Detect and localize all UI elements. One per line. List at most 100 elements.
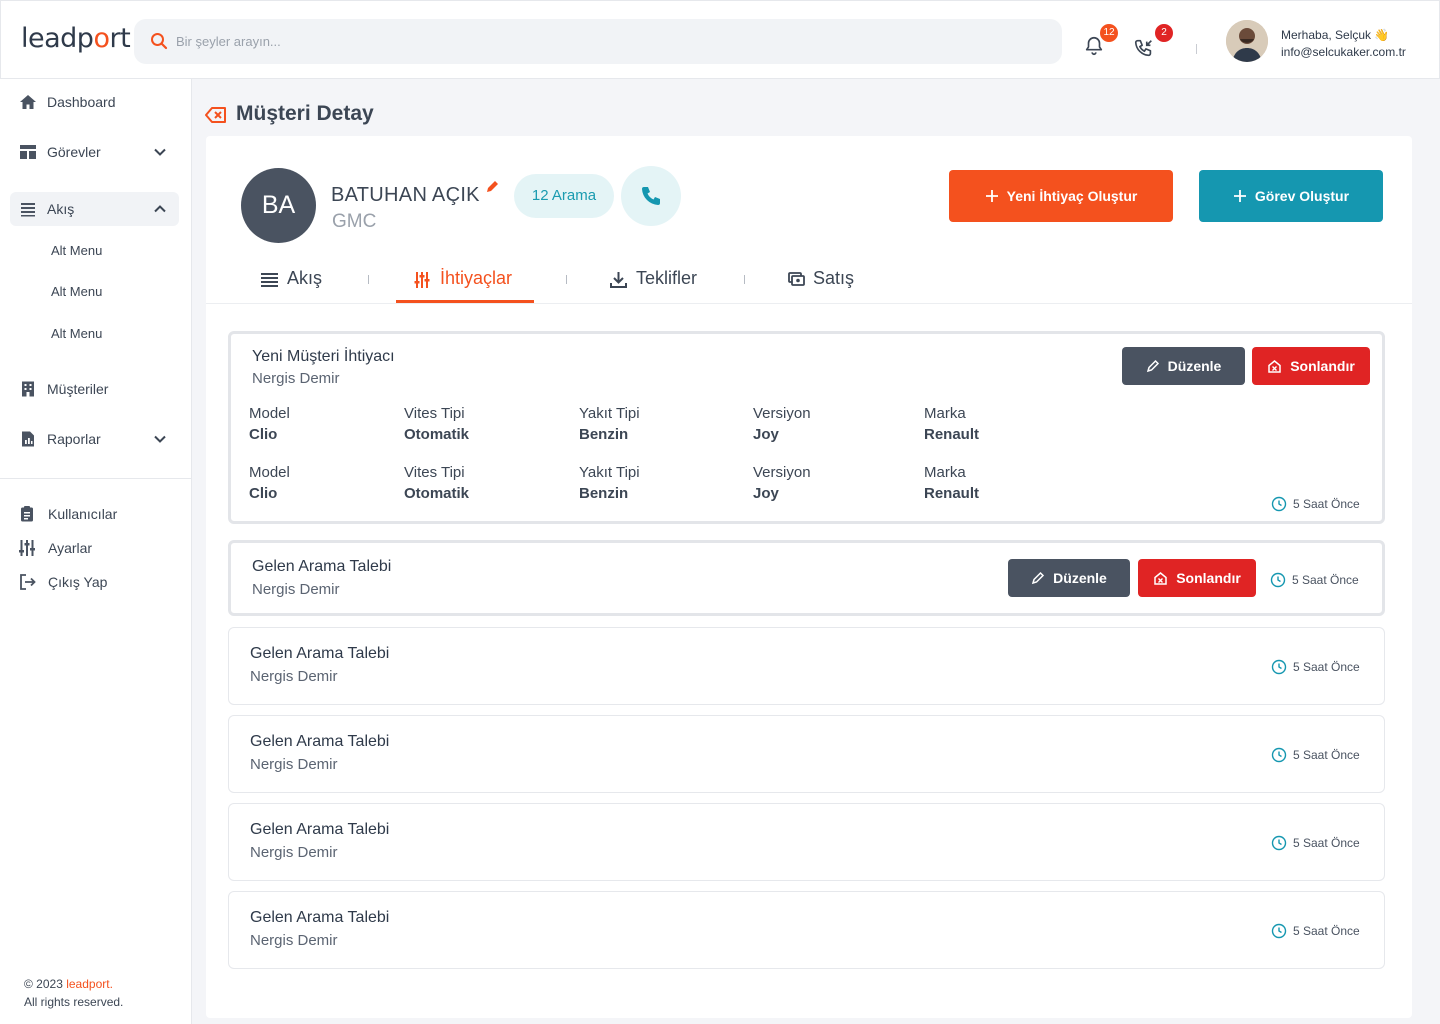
sidebar-item-gorevler[interactable]: Görevler (10, 135, 179, 169)
logo[interactable]: leadport (21, 23, 131, 54)
sidebar-item-dashboard[interactable]: Dashboard (10, 85, 179, 119)
close-label: Sonlandır (1290, 358, 1355, 374)
tab-label: Akış (287, 268, 323, 288)
field-versiyon: Versiyon Joy (753, 464, 811, 502)
card-person: Nergis Demir (252, 370, 340, 387)
building-icon (22, 381, 34, 397)
call-request-card[interactable]: Gelen Arama Talebi Nergis Demir 5 Saat Ö… (228, 891, 1385, 969)
bell-icon (1085, 36, 1103, 56)
tab-teklifler[interactable]: Teklifler (610, 256, 720, 304)
new-task-label: Görev Oluştur (1254, 188, 1350, 204)
chevron-up-icon (154, 205, 166, 213)
page-title: Müşteri Detay (236, 102, 374, 125)
edit-pencil-icon[interactable] (484, 179, 500, 195)
search-input[interactable] (176, 19, 1036, 64)
sidebar-subitem[interactable]: Alt Menu (51, 243, 103, 258)
search-icon (151, 33, 168, 50)
close-button[interactable]: Sonlandır (1138, 559, 1256, 597)
call-request-card[interactable]: Gelen Arama Talebi Nergis Demir 5 Saat Ö… (228, 627, 1385, 705)
card-person: Nergis Demir (250, 668, 338, 685)
search-bar[interactable] (134, 19, 1062, 64)
field-vites: Vites Tipi Otomatik (404, 464, 470, 502)
close-house-icon (1154, 571, 1167, 585)
tab-label: Teklifler (636, 268, 698, 288)
card-time: 5 Saat Önce (1271, 747, 1360, 763)
need-card[interactable]: Yeni Müşteri İhtiyacı Nergis Demir Düzen… (228, 331, 1385, 524)
tab-bar: Akış İhtiyaçlar Teklifler Satış (206, 256, 1412, 304)
card-time: 5 Saat Önce (1271, 923, 1360, 939)
card-title: Gelen Arama Talebi (250, 909, 390, 926)
user-greeting: Merhaba, Selçuk 👋 (1281, 28, 1390, 42)
sidebar-item-label: Müşteriler (47, 381, 109, 397)
new-task-button[interactable]: Görev Oluştur (1199, 170, 1383, 222)
calls-button[interactable] (1133, 37, 1157, 61)
call-request-card[interactable]: Gelen Arama Talebi Nergis Demir 5 Saat Ö… (228, 803, 1385, 881)
top-header: leadport 12 2 Merhaba, Selçuk 👋 info@sel… (0, 0, 1440, 79)
card-person: Nergis Demir (250, 932, 338, 949)
sidebar-item-label: Akış (47, 201, 75, 217)
tab-ihtiyaclar[interactable]: İhtiyaçlar (414, 256, 534, 304)
new-need-button[interactable]: Yeni İhtiyaç Oluştur (949, 170, 1173, 222)
pencil-icon (1032, 571, 1045, 585)
customer-company: GMC (332, 211, 377, 232)
sidebar-item-label: Dashboard (47, 94, 116, 110)
back-icon[interactable] (205, 106, 227, 124)
card-person: Nergis Demir (250, 756, 338, 773)
notifications-badge: 12 (1098, 22, 1120, 44)
tab-label: İhtiyaçlar (440, 268, 513, 288)
active-tab-indicator (396, 300, 534, 303)
user-photo-icon (1226, 20, 1268, 62)
sidebar-item-musteriler[interactable]: Müşteriler (10, 372, 179, 406)
customer-avatar: BA (241, 168, 316, 243)
edit-button[interactable]: Düzenle (1008, 559, 1130, 597)
card-title: Yeni Müşteri İhtiyacı (252, 348, 395, 365)
field-vites: Vites Tipi Otomatik (404, 405, 470, 443)
pencil-icon (1146, 359, 1159, 373)
card-person: Nergis Demir (252, 581, 340, 598)
sidebar: Dashboard Görevler Akış Alt Menu Alt Men… (0, 79, 192, 1024)
card-time: 5 Saat Önce (1271, 496, 1360, 512)
tab-divider (566, 275, 567, 284)
tab-divider (744, 275, 745, 284)
sidebar-item-label: Kullanıcılar (48, 506, 118, 522)
close-house-icon (1268, 359, 1281, 373)
sliders-icon (19, 540, 35, 556)
home-icon (20, 95, 36, 109)
layout-icon (20, 145, 36, 159)
customer-name: BATUHAN AÇIK (331, 184, 480, 206)
call-request-card[interactable]: Gelen Arama Talebi Nergis Demir 5 Saat Ö… (228, 715, 1385, 793)
sliders-icon (414, 272, 430, 288)
copyright: © 2023 leadport. All rights reserved. (24, 977, 124, 1009)
download-icon (610, 272, 627, 288)
sidebar-subitem[interactable]: Alt Menu (51, 326, 103, 341)
sidebar-item-label: Çıkış Yap (48, 574, 108, 590)
copyright-brand-link[interactable]: leadport. (66, 977, 113, 991)
logout-icon (20, 574, 36, 590)
phone-icon (642, 187, 660, 205)
calls-badge: 2 (1153, 22, 1175, 44)
call-request-card[interactable]: Gelen Arama Talebi Nergis Demir Düzenle … (228, 540, 1385, 616)
sidebar-item-raporlar[interactable]: Raporlar (10, 422, 179, 456)
edit-button[interactable]: Düzenle (1122, 347, 1245, 385)
user-email: info@selcukaker.com.tr (1281, 45, 1406, 59)
close-button[interactable]: Sonlandır (1252, 347, 1370, 385)
plus-icon (1233, 190, 1246, 202)
user-avatar[interactable] (1226, 20, 1268, 62)
sidebar-divider (0, 478, 191, 479)
edit-label: Düzenle (1053, 570, 1107, 586)
phone-incoming-icon (1134, 39, 1152, 57)
sidebar-item-label: Görevler (47, 144, 101, 160)
tab-satis[interactable]: Satış (788, 256, 878, 304)
chevron-down-icon (154, 435, 166, 443)
card-title: Gelen Arama Talebi (250, 733, 390, 750)
call-button[interactable] (621, 166, 681, 226)
notifications-button[interactable] (1083, 35, 1107, 59)
edit-label: Düzenle (1167, 358, 1222, 374)
sidebar-item-label: Ayarlar (48, 540, 93, 556)
field-model: Model Clio (249, 405, 290, 443)
sidebar-item-label: Raporlar (47, 431, 101, 447)
sidebar-subitem[interactable]: Alt Menu (51, 284, 103, 299)
field-yakit: Yakıt Tipi Benzin (579, 464, 640, 502)
tab-akis[interactable]: Akış (261, 256, 371, 304)
sidebar-item-akis[interactable]: Akış (10, 192, 179, 226)
